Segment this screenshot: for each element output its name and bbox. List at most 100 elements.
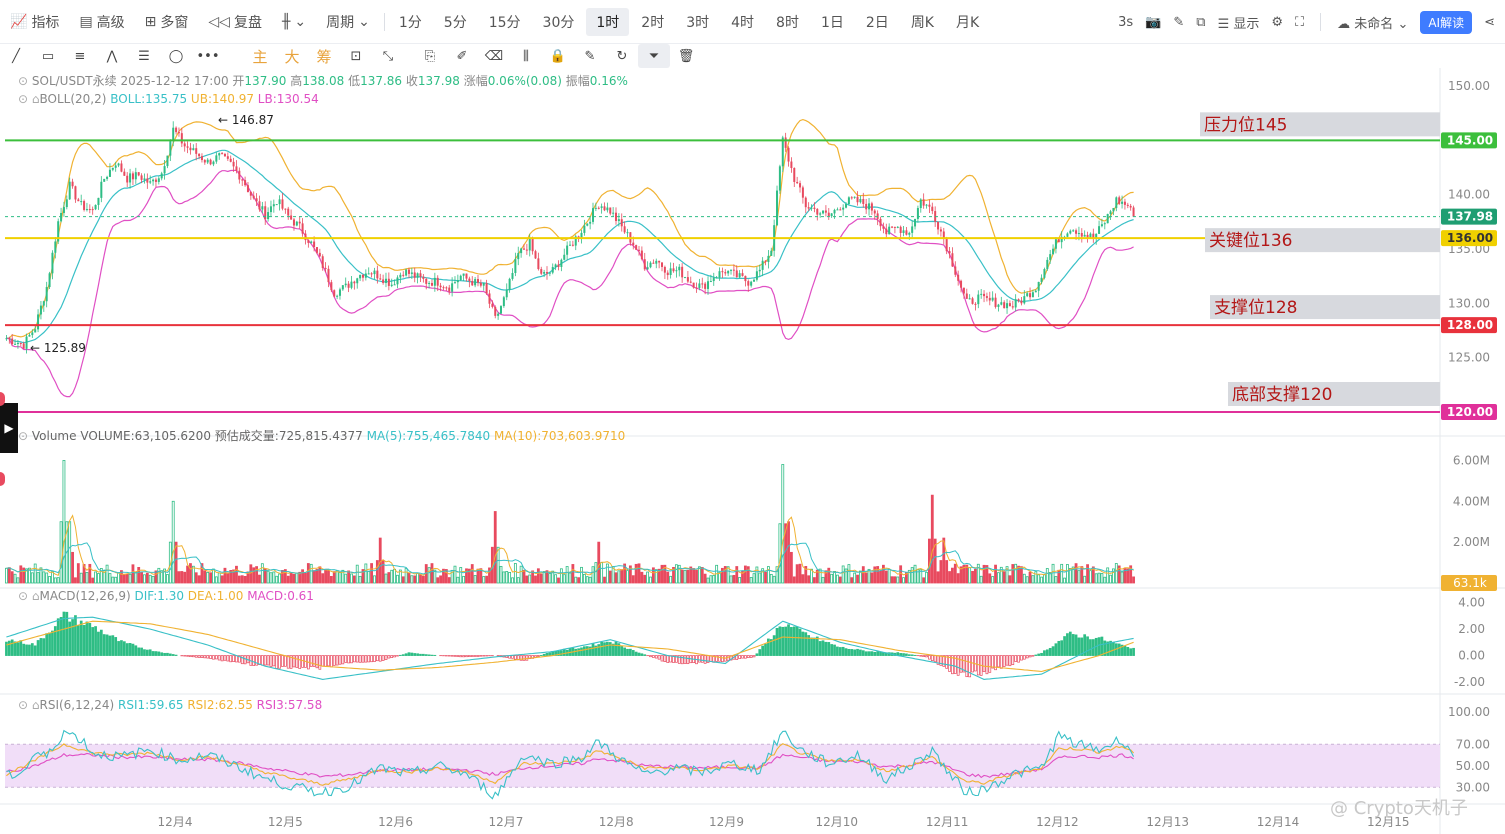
trash-icon[interactable]: 🗑: [677, 48, 695, 64]
volume-bar: [324, 568, 328, 584]
volume-bar: [1022, 573, 1026, 584]
chip-shortcut[interactable]: 筹: [316, 47, 332, 66]
volume-bar: [206, 571, 210, 584]
circle-tool-icon[interactable]: ◯: [168, 48, 184, 64]
volume-bar: [479, 568, 483, 584]
interval-tab[interactable]: 1分: [398, 14, 422, 31]
share-icon[interactable]: ⋖: [1484, 14, 1495, 30]
interval-tab[interactable]: 1日: [820, 14, 844, 31]
refresh-icon[interactable]: ↻: [616, 48, 628, 64]
volume-bar: [143, 574, 146, 584]
volume-bar: [542, 571, 546, 584]
volume-bar: [913, 564, 917, 584]
candle-body: [321, 256, 324, 268]
volume-bar: [830, 573, 834, 584]
interval-tab[interactable]: 8时: [776, 14, 799, 31]
camera-icon[interactable]: 📷: [1145, 14, 1162, 30]
more-icon[interactable]: •••: [196, 48, 220, 64]
interval-tab[interactable]: 15分: [488, 14, 521, 31]
macd-histogram-bar: [629, 648, 632, 656]
candle-body: [129, 173, 132, 183]
volume-bar: [407, 572, 411, 584]
layout-dropdown[interactable]: ☁ 未命名 ⌄: [1337, 16, 1409, 32]
period-dropdown[interactable]: 周期 ⌄: [316, 8, 380, 36]
volume-bar: [956, 573, 960, 584]
macd-histogram-bar: [767, 638, 770, 656]
macd-histogram-bar: [1089, 639, 1092, 656]
volume-bar: [999, 566, 1003, 584]
interval-tab[interactable]: 4时: [731, 14, 755, 31]
macd-histogram-bar: [309, 655, 313, 667]
multi-window-button[interactable]: ⊞ 多窗: [135, 8, 199, 36]
settings-icon[interactable]: ⚙: [1271, 14, 1284, 30]
volume-bar: [462, 575, 466, 584]
edit-icon[interactable]: ✎: [584, 48, 596, 64]
interval-tab[interactable]: 周K: [910, 14, 934, 31]
volume-bar: [781, 464, 785, 584]
interval-tab[interactable]: 1时: [586, 7, 630, 36]
ai-interpret-button[interactable]: AI解读: [1420, 10, 1473, 34]
volume-bar: [470, 564, 474, 584]
candle-body: [330, 282, 333, 291]
volume-bar: [876, 566, 880, 584]
volume-bar: [663, 564, 667, 584]
candle-body: [859, 198, 862, 203]
top-toolbar: 📈 指标 ▤ 高级 ⊞ 多窗 ◁◁ 复盘 ╫ ⌄ 周期 ⌄ 1分 5分 15分 30分 1时 2时 3时…: [0, 0, 1505, 44]
volume-bar: [447, 577, 451, 584]
interval-tab[interactable]: 5分: [443, 14, 467, 31]
refresh-rate[interactable]: 3s: [1118, 14, 1134, 30]
bars-icon[interactable]: ⫼: [523, 48, 529, 64]
parallel-tool-icon[interactable]: ≡: [74, 48, 86, 64]
line-tool-icon[interactable]: ╱: [12, 48, 20, 64]
volume-bar: [870, 572, 874, 584]
volume-bar: [212, 568, 215, 584]
volume-bar: [482, 576, 486, 584]
replay-button[interactable]: ◁◁ 复盘: [198, 8, 272, 36]
lock-icon[interactable]: 🔒: [549, 48, 567, 64]
candle-body: [968, 298, 971, 300]
volume-bar: [884, 570, 888, 584]
chart-type-dropdown[interactable]: ╫ ⌄: [272, 8, 316, 36]
interval-tab[interactable]: 30分: [542, 14, 575, 31]
advanced-button[interactable]: ▤ 高级: [69, 8, 134, 36]
large-order-shortcut[interactable]: 大: [284, 47, 300, 66]
macd-histogram-bar: [1045, 649, 1049, 656]
fullscreen-icon[interactable]: ⛶: [1295, 14, 1305, 30]
macd-histogram-bar: [1028, 655, 1032, 658]
candle-body: [988, 297, 991, 301]
fib-tool-icon[interactable]: ☰: [138, 48, 150, 64]
interval-tab[interactable]: 月K: [956, 14, 980, 31]
candle-body: [324, 267, 327, 269]
pen-icon[interactable]: ✐: [456, 48, 468, 64]
interval-tab[interactable]: 2时: [641, 14, 665, 31]
main-chart-shortcut[interactable]: 主: [252, 47, 268, 66]
macd-histogram-bar: [422, 653, 425, 656]
magnet-icon[interactable]: ⊡: [350, 48, 362, 64]
volume-bar: [295, 572, 299, 584]
filter-icon[interactable]: ⏷: [638, 44, 670, 68]
interval-tab[interactable]: 3时: [686, 14, 710, 31]
collapse-panel-tab[interactable]: ▶: [0, 403, 18, 453]
popout-icon[interactable]: ⧉: [1196, 14, 1206, 30]
macd-histogram-bar: [269, 655, 273, 667]
rect-tool-icon[interactable]: ▭: [41, 48, 55, 64]
indicators-button[interactable]: 📈 指标: [0, 8, 69, 36]
interval-tab[interactable]: 2日: [865, 14, 889, 31]
candle-body: [865, 203, 868, 210]
candle-body: [140, 175, 143, 180]
volume-bar: [1083, 575, 1087, 584]
volume-bar: [180, 571, 184, 584]
candle-body: [643, 259, 646, 270]
chart-area[interactable]: 150.00145.00140.00135.00130.00125.00压力位1…: [0, 68, 1505, 834]
copy-icon[interactable]: ⎘: [424, 48, 436, 64]
wave-tool-icon[interactable]: ⋀: [106, 48, 118, 64]
eraser-icon[interactable]: ⌫: [484, 48, 504, 64]
volume-bar: [266, 570, 270, 584]
volume-bar: [574, 576, 578, 584]
display-button[interactable]: ☰ 显示: [1217, 16, 1260, 32]
macd-histogram-bar: [111, 635, 115, 656]
macd-histogram-bar: [1080, 637, 1084, 656]
pencil-icon[interactable]: ✎: [1173, 14, 1185, 30]
measure-icon[interactable]: ⤡: [382, 48, 394, 64]
volume-bar: [7, 567, 11, 584]
